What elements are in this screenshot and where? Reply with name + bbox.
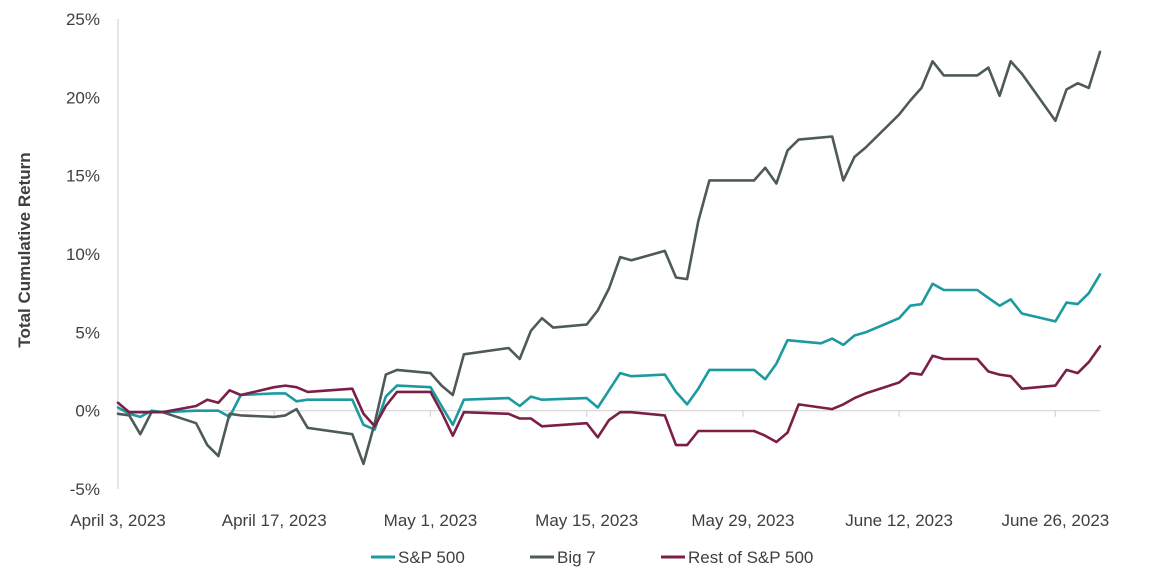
legend-label: Rest of S&P 500 (688, 548, 813, 567)
x-tick-label: May 29, 2023 (691, 511, 794, 530)
series-lines (116, 50, 1102, 466)
legend-label: Big 7 (557, 548, 596, 567)
series-line-3 (116, 345, 1102, 447)
y-tick-label: 0% (75, 402, 100, 421)
y-axis-ticks: 25% 20% 15% 10% 5% 0% -5% (66, 10, 100, 499)
y-tick-label: 15% (66, 167, 100, 186)
y-tick-label: 20% (66, 88, 100, 107)
x-tick-label: April 17, 2023 (222, 511, 327, 530)
y-tick-label: 25% (66, 10, 100, 29)
series-line-1 (116, 273, 1102, 431)
x-axis: April 3, 2023 April 17, 2023 May 1, 2023 Ma… (70, 19, 1109, 530)
x-tick-label: April 3, 2023 (70, 511, 165, 530)
y-axis-label: Total Cumulative Return (15, 152, 34, 347)
y-tick-label: 5% (75, 323, 100, 342)
y-tick-label: 10% (66, 245, 100, 264)
x-tick-label: June 26, 2023 (1001, 511, 1109, 530)
legend: S&P 500 Big 7 Rest of S&P 500 (371, 548, 813, 567)
x-tick-label: May 1, 2023 (384, 511, 478, 530)
x-tick-label: June 12, 2023 (845, 511, 953, 530)
series-line-2 (116, 50, 1102, 466)
y-tick-label: -5% (70, 480, 100, 499)
x-tick-label: May 15, 2023 (535, 511, 638, 530)
legend-label: S&P 500 (398, 548, 465, 567)
